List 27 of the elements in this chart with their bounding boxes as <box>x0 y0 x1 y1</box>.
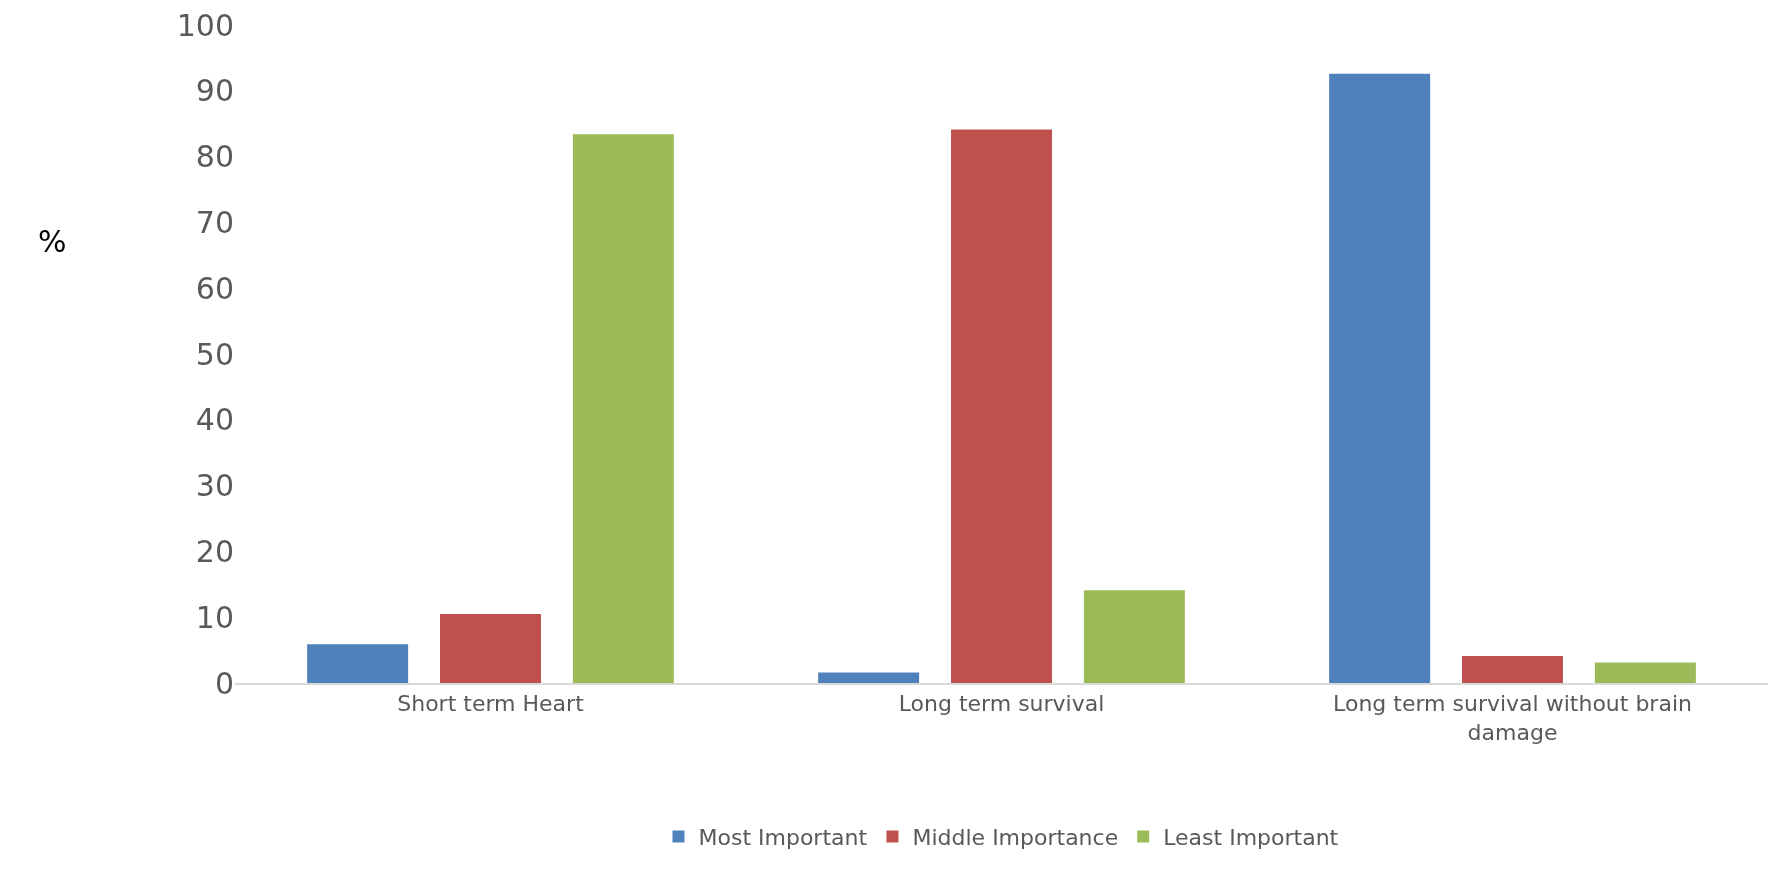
y-tick-label: 20 <box>195 533 234 569</box>
bar <box>1329 73 1431 683</box>
bar <box>1462 656 1563 683</box>
y-tick-label: 0 <box>214 665 234 701</box>
legend-label: Most Important <box>698 825 868 851</box>
y-tick-label: 60 <box>195 270 234 306</box>
y-tick-label: 50 <box>195 336 234 372</box>
y-tick-label: 10 <box>195 599 234 635</box>
x-tick-label: Long term survival <box>898 691 1105 717</box>
x-tick-label: Long term survival without brain damage <box>1333 691 1692 745</box>
bar <box>951 129 1052 683</box>
y-tick-label: 80 <box>195 139 234 175</box>
bar <box>572 134 674 683</box>
bar <box>1083 590 1185 683</box>
bar <box>1594 662 1696 683</box>
y-tick-label: 40 <box>195 402 234 438</box>
y-tick-label: 90 <box>195 73 234 109</box>
y-axis-title: % <box>38 224 67 259</box>
legend-label: Least Important <box>1163 825 1339 851</box>
bar <box>307 644 409 683</box>
x-tick-label: Short term Heart <box>397 691 585 717</box>
y-tick-label: 100 <box>176 7 234 43</box>
legend-label: Middle Importance <box>912 825 1119 851</box>
bar <box>440 613 541 683</box>
y-tick-label: 30 <box>195 468 234 504</box>
y-tick-label: 70 <box>195 204 234 240</box>
bar <box>818 672 920 683</box>
